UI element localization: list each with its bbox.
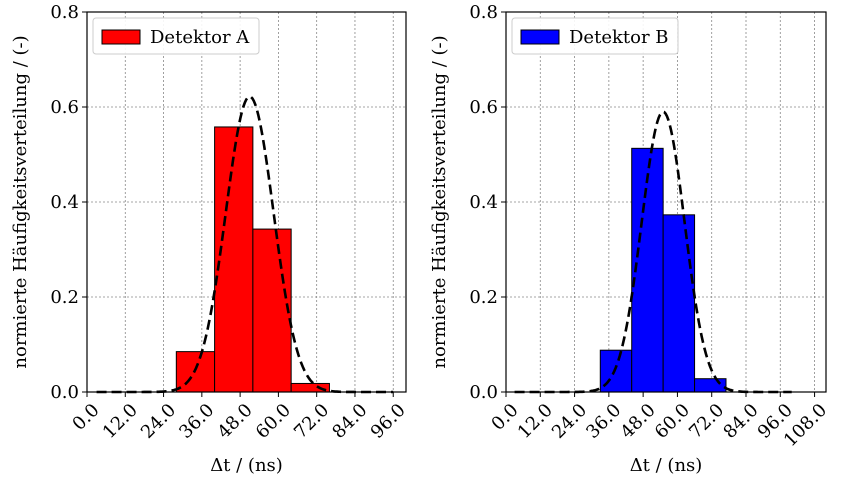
histogram-bar [694, 378, 727, 393]
x-axis-label: Δt / (ns) [210, 455, 283, 476]
y-tick-label: 0.4 [50, 192, 79, 213]
x-tick-label: 72.0 [685, 400, 728, 443]
y-tick-label: 0.6 [469, 97, 498, 118]
panel-a: 0.012.024.036.048.060.072.084.096.00.00.… [10, 2, 410, 476]
y-tick-label: 0.2 [469, 287, 498, 308]
x-tick-label: 84.0 [328, 400, 371, 443]
x-tick-label: 72.0 [290, 400, 333, 443]
y-tick-label: 0.6 [50, 97, 79, 118]
x-tick-label: 0.0 [68, 400, 103, 435]
legend-box [92, 17, 260, 55]
y-tick-label: 0.2 [50, 287, 79, 308]
y-tick-label: 0.4 [469, 192, 498, 213]
x-axis-label: Δt / (ns) [630, 455, 703, 476]
y-tick-label: 0.0 [50, 382, 79, 403]
x-tick-label: 60.0 [651, 400, 694, 443]
x-tick-label: 96.0 [367, 400, 410, 443]
x-tick-label: 12.0 [99, 400, 142, 443]
x-tick-label: 24.0 [137, 400, 180, 443]
x-tick-label: 24.0 [548, 400, 591, 443]
x-tick-label: 36.0 [582, 400, 625, 443]
histogram-bar [662, 214, 696, 393]
y-tick-label: 0.8 [469, 2, 498, 23]
x-tick-label: 84.0 [719, 400, 762, 443]
legend-swatch [101, 29, 141, 45]
y-tick-label: 0.8 [50, 2, 79, 23]
y-tick-label: 0.0 [469, 382, 498, 403]
y-axis-label: normierte Häufigkeitsverteilung / (-) [429, 35, 450, 368]
histogram-bar [214, 126, 254, 393]
legend-swatch [520, 29, 560, 45]
legend-box [511, 17, 679, 55]
legend-label: Detektor A [150, 27, 250, 48]
x-tick-label: 48.0 [214, 400, 257, 443]
x-tick-label: 36.0 [175, 400, 218, 443]
histogram-bar [252, 228, 292, 393]
x-tick-label: 60.0 [252, 400, 295, 443]
legend-label: Detektor B [569, 27, 669, 48]
x-tick-label: 48.0 [617, 400, 660, 443]
y-axis-label: normierte Häufigkeitsverteilung / (-) [10, 35, 31, 368]
x-tick-label: 12.0 [514, 400, 557, 443]
panel-b: 0.012.024.036.048.060.072.084.096.0108.0… [429, 2, 831, 476]
